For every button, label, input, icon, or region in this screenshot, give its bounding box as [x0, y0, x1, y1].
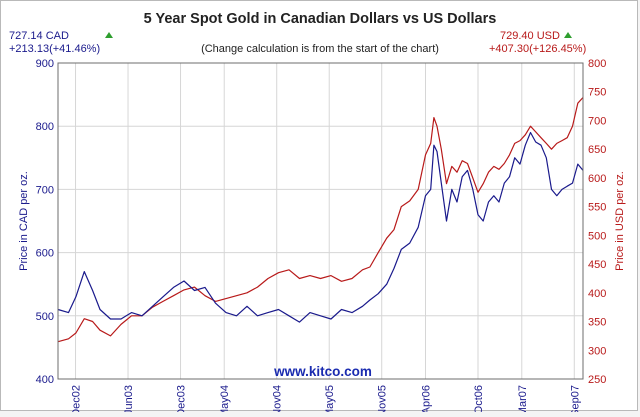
series-layer — [57, 97, 584, 343]
series-line-usd — [57, 97, 584, 343]
right-tick-label: 800 — [588, 58, 606, 70]
right-tick-label: 750 — [588, 87, 606, 99]
x-tick-label: Sep07 — [569, 385, 581, 412]
usd-up-arrow-icon — [564, 32, 572, 38]
cad-change-label: +213.13(+41.46%) — [9, 43, 100, 55]
left-tick-label: 400 — [36, 374, 54, 386]
chart-subtitle: (Change calculation is from the start of… — [201, 43, 439, 55]
right-tick-label: 550 — [588, 202, 606, 214]
x-axis-ticks: Dec02 Jun03 Dec03 May04 Nov04 May05 Nov05 Apr06… — [71, 385, 582, 417]
left-tick-label: 500 — [36, 311, 54, 323]
x-tick-label: Dec03 — [176, 385, 188, 412]
x-tick-label: Apr06 — [421, 385, 433, 412]
right-tick-label: 650 — [588, 144, 606, 156]
right-tick-label: 450 — [588, 259, 606, 271]
usd-change-label: +407.30(+126.45%) — [489, 43, 586, 55]
x-tick-label: Nov04 — [272, 385, 284, 412]
plot-border — [57, 62, 584, 380]
right-tick-label: 600 — [588, 173, 606, 185]
cad-price-label: 727.14 CAD — [9, 30, 69, 42]
usd-price-label: 729.40 USD — [500, 30, 560, 42]
left-tick-label: 600 — [36, 248, 54, 260]
right-tick-label: 700 — [588, 115, 606, 127]
right-tick-label: 500 — [588, 230, 606, 242]
right-tick-label: 300 — [588, 345, 606, 357]
left-axis-label: Price in CAD per oz. — [18, 171, 30, 271]
chart-title: 5 Year Spot Gold in Canadian Dollars vs … — [144, 11, 497, 27]
left-tick-label: 900 — [36, 58, 54, 70]
series-line-cad — [57, 131, 584, 323]
right-tick-label: 400 — [588, 288, 606, 300]
kitco-watermark: www.kitco.com — [273, 364, 372, 379]
right-axis-label: Price in USD per oz. — [614, 171, 626, 271]
left-axis-ticks: 400 500 600 700 800 900 — [36, 58, 54, 386]
plot-area — [58, 63, 583, 379]
x-tick-label: Jun03 — [123, 385, 135, 412]
x-tick-label: May05 — [324, 385, 336, 412]
cad-up-arrow-icon — [105, 32, 113, 38]
right-tick-label: 250 — [588, 374, 606, 386]
x-tick-label: Oct06 — [473, 385, 485, 412]
right-axis-ticks: 250 300 350 400 450 500 550 600 650 700 750 800 — [588, 58, 606, 386]
left-tick-label: 700 — [36, 184, 54, 196]
right-tick-label: 350 — [588, 317, 606, 329]
x-tick-label: Mar07 — [517, 385, 529, 412]
x-tick-label: Dec02 — [71, 385, 83, 412]
x-tick-label: Nov05 — [377, 385, 389, 412]
left-tick-label: 800 — [36, 121, 54, 133]
x-tick-label: May04 — [219, 385, 231, 412]
